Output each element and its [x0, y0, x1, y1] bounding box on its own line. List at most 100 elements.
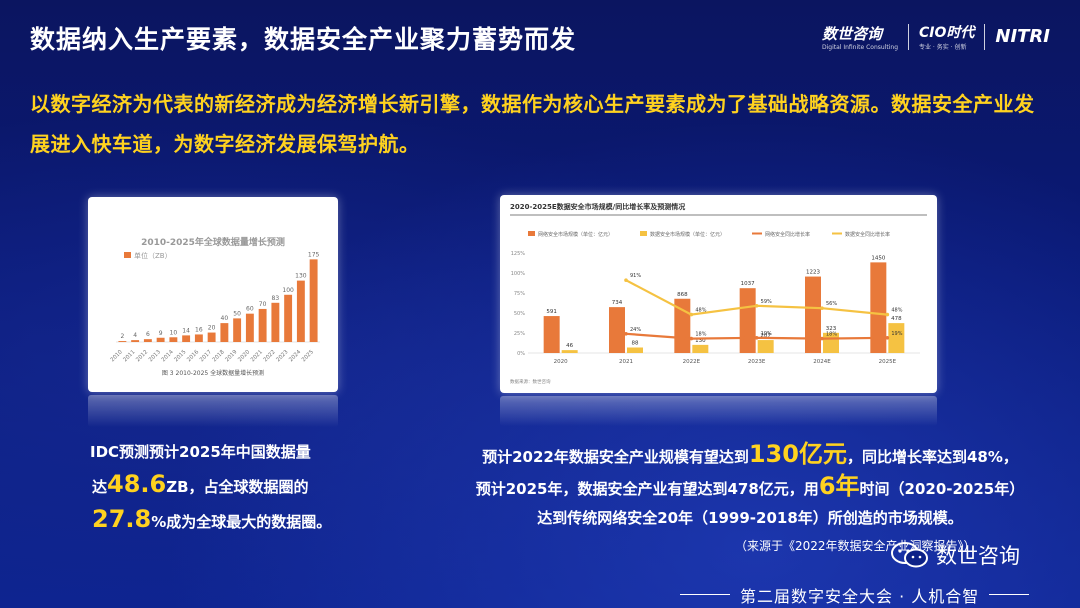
bar	[207, 332, 216, 342]
data-label: 175	[308, 251, 320, 258]
line-data-label: 59%	[761, 299, 772, 305]
tick-label: 2021	[250, 349, 264, 363]
legend-label: 数据安全市场规模（单位：亿元）	[650, 231, 725, 238]
tick-label: 2013	[148, 349, 162, 363]
bar	[118, 341, 127, 342]
data-volume-value: 48.6	[107, 470, 167, 498]
chart-title: 2010-2025年全球数据量增长预测	[141, 236, 285, 248]
line-point	[885, 336, 890, 340]
line-data-label: 18%	[826, 332, 837, 338]
chart-caption: 图 3 2010-2025 全球数据量增长预测	[162, 369, 264, 377]
tick-label: 2025E	[879, 359, 897, 365]
legend-label: 网络安全市场规模（单位：亿元）	[538, 231, 613, 238]
tick-label: 2024E	[813, 359, 831, 365]
data-label: 100	[282, 287, 294, 294]
bar	[258, 308, 267, 342]
tick-label: 2022	[263, 349, 277, 363]
line-point	[754, 336, 759, 340]
data-label: 1223	[806, 270, 820, 276]
intro-text: 以数字经济为代表的新经济成为经济增长新引擎，数据作为核心生产要素成为了基础战略资…	[30, 92, 1035, 156]
logo-bar: 数世咨询 Digital Infinite Consulting CIO时代 专…	[822, 22, 1050, 51]
tick-label: 2016	[186, 349, 200, 363]
line-data-label: 48%	[891, 308, 902, 314]
data-label: 88	[632, 341, 639, 347]
data-label: 70	[259, 301, 267, 308]
line-point	[624, 332, 628, 336]
line-data-label: 56%	[826, 301, 837, 307]
legend-swatch	[528, 231, 535, 236]
logo-divider	[908, 23, 909, 50]
legend-swatch	[124, 252, 131, 258]
wechat-icon	[891, 542, 928, 568]
cio-logo: CIO时代 专业 · 务实 · 创新	[919, 25, 975, 51]
bar	[245, 313, 254, 342]
footer-text: 第二届数字安全大会 · 人机合智	[679, 583, 1030, 607]
bar	[220, 323, 229, 342]
bar	[194, 334, 203, 342]
line-point	[885, 312, 890, 317]
tick-label: 2012	[135, 349, 149, 363]
data-label: 6	[146, 331, 150, 338]
data-label: 9	[159, 330, 163, 337]
data-label: 207	[760, 333, 771, 339]
y-tick-label: 100%	[511, 271, 526, 277]
data-label: 83	[272, 295, 280, 302]
line-data-label: 19%	[891, 331, 902, 337]
bar-network-security	[870, 262, 887, 353]
line-data-label: 18%	[695, 332, 706, 338]
legend-swatch	[640, 231, 647, 236]
nitri-logo: NITRI	[995, 26, 1050, 47]
global-data-chart: 2010-2025年全球数据量增长预测单位（ZB）220104201162012…	[110, 236, 320, 377]
bar	[309, 259, 318, 342]
tick-label: 2024	[288, 349, 302, 363]
bar	[284, 294, 293, 342]
data-label: 14	[182, 327, 190, 334]
legend-label: 数据安全同比增长率	[845, 231, 890, 238]
line-data-growth	[625, 279, 888, 316]
bar-data-security	[757, 340, 774, 353]
line-point	[820, 336, 824, 341]
bar-network-security	[609, 307, 625, 353]
bar	[271, 302, 280, 342]
bar-data-security	[692, 344, 709, 353]
chart-reflection	[500, 396, 937, 426]
data-label: 2	[120, 333, 124, 340]
line-point	[754, 304, 759, 308]
line-data-label: 24%	[630, 327, 641, 333]
logo-divider	[984, 23, 986, 50]
tick-label: 2010	[110, 349, 124, 363]
tick-label: 2025	[301, 349, 315, 363]
tick-label: 2020	[237, 349, 251, 363]
security-market-chart-panel: 2020-2025E数据安全市场规模/同比增长率及预测情况 网络安全市场规模（单位…	[500, 195, 937, 393]
years-value: 6年	[818, 472, 860, 500]
data-label: 1450	[871, 255, 885, 261]
tick-label: 2023	[275, 349, 289, 363]
data-label: 323	[826, 326, 837, 332]
bar	[143, 339, 152, 342]
bar	[182, 335, 191, 342]
line-point	[689, 336, 694, 341]
shushi-logo: 数世咨询 Digital Infinite Consulting	[821, 24, 898, 51]
tick-label: 2023E	[748, 359, 766, 365]
data-label: 130	[295, 273, 307, 280]
data-label: 46	[566, 343, 573, 349]
data-label: 60	[246, 306, 254, 313]
left-stat-text: IDC预测预计2025年中国数据量 达48.6ZB，占全球数据圈的 27.8%成…	[90, 443, 332, 533]
line-data-label: 48%	[695, 308, 706, 314]
bar-network-security	[739, 288, 756, 353]
data-label: 591	[546, 309, 557, 315]
data-label: 4	[133, 332, 137, 339]
tick-label: 2022E	[683, 359, 701, 365]
bar-network-security	[805, 276, 821, 353]
tick-label: 2018	[212, 349, 226, 363]
right-stat-text: 预计2022年数据安全产业规模有望达到130亿元，同比增长率达到48%， 预计2…	[475, 440, 1025, 527]
bar-data-security	[561, 350, 578, 353]
bar	[131, 340, 140, 342]
data-label: 16	[195, 326, 203, 333]
bar-network-security	[543, 316, 560, 353]
data-label: 20	[208, 325, 216, 332]
y-tick-label: 25%	[514, 331, 525, 337]
bar-data-security	[627, 347, 643, 353]
tick-label: 2014	[161, 349, 175, 363]
line-data-label: 19%	[761, 331, 772, 337]
